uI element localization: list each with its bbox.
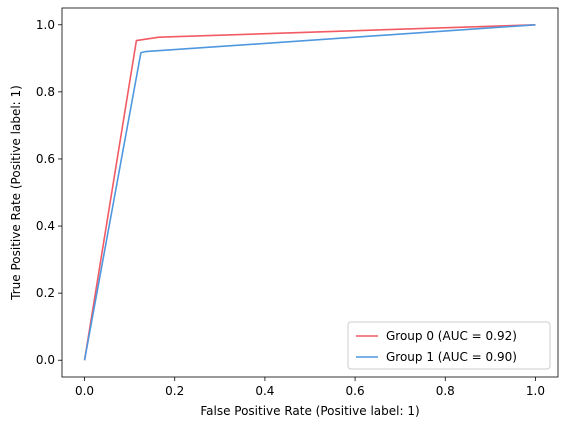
series-line-group-1: [83, 23, 536, 361]
x-tick-label: 0.6: [346, 384, 365, 398]
y-tick-label: 0.2: [36, 286, 55, 300]
x-tick-label: 0.4: [255, 384, 274, 398]
legend-label-group-0: Group 0 (AUC = 0.92): [386, 329, 517, 343]
series-line-group-0: [83, 23, 536, 361]
y-tick-label: 0.8: [36, 85, 55, 99]
y-tick-label: 0.4: [36, 219, 55, 233]
x-axis-label: False Positive Rate (Positive label: 1): [200, 404, 419, 418]
series-layer: [83, 23, 536, 361]
x-axis-ticks: 0.0 0.2 0.4 0.6 0.8 1.0: [75, 377, 545, 398]
y-axis-label: True Positive Rate (Positive label: 1): [9, 85, 23, 301]
x-tick-label: 0.2: [165, 384, 184, 398]
y-axis-ticks: 0.0 0.2 0.4 0.6 0.8 1.0: [36, 18, 62, 367]
x-tick-label: 1.0: [526, 384, 545, 398]
legend: Group 0 (AUC = 0.92) Group 1 (AUC = 0.90): [347, 321, 551, 370]
legend-label-group-1: Group 1 (AUC = 0.90): [386, 350, 517, 364]
y-tick-label: 1.0: [36, 18, 55, 32]
legend-box: [347, 321, 551, 370]
x-tick-label: 0.0: [75, 384, 94, 398]
y-tick-label: 0.6: [36, 152, 55, 166]
y-tick-label: 0.0: [36, 353, 55, 367]
x-tick-label: 0.8: [436, 384, 455, 398]
plot-area-frame: [61, 7, 559, 378]
